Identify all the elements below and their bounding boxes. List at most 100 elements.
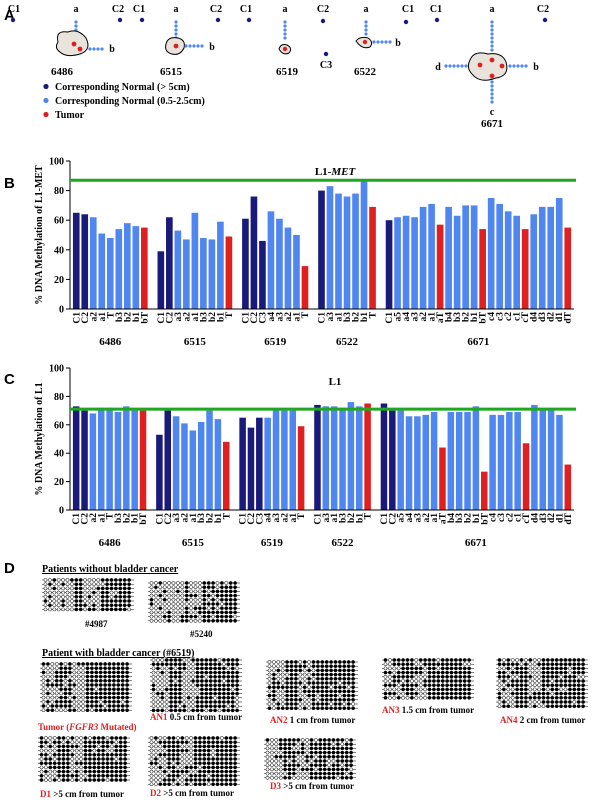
- cpg-site: [74, 761, 79, 766]
- cpg-site: [572, 700, 577, 704]
- legend-swatch: [43, 83, 49, 90]
- cpg-site: [510, 683, 515, 688]
- cpg-site: [90, 662, 94, 666]
- cpg-site: [105, 752, 110, 757]
- cpg-site: [568, 658, 572, 662]
- bar-6515-b2: [206, 410, 213, 510]
- cpg-site: [462, 674, 467, 679]
- cpg-site: [52, 748, 57, 753]
- cpg-site: [154, 614, 158, 619]
- cpg-site: [123, 744, 127, 749]
- cpg-site: [206, 757, 211, 761]
- sample-dot: [490, 20, 494, 24]
- x-tick-label: a4: [405, 513, 415, 523]
- bar-6671-b3: [453, 215, 461, 309]
- cpg-site: [215, 610, 220, 615]
- cpg-site: [43, 578, 48, 582]
- cpg-site: [92, 594, 96, 599]
- cpg-site: [61, 578, 65, 582]
- cpg-site: [340, 738, 345, 742]
- cpg-site: [44, 757, 48, 761]
- cpg-site: [224, 606, 229, 611]
- cpg-site: [436, 662, 441, 667]
- cpg-site: [59, 687, 63, 692]
- cpg-site: [184, 769, 189, 774]
- cpg-site: [151, 687, 156, 692]
- cpg-site: [169, 695, 173, 700]
- cpg-site: [454, 658, 458, 662]
- cpg-site: [193, 736, 198, 740]
- cpg-site: [191, 674, 195, 679]
- cpg-site: [164, 679, 169, 683]
- cpg-site: [292, 767, 296, 772]
- cpg-site: [550, 666, 555, 671]
- cpg-site: [292, 759, 296, 763]
- cpg-site: [224, 602, 229, 606]
- cpg-site: [427, 695, 432, 700]
- cpg-site: [171, 597, 176, 602]
- cpg-site: [202, 610, 207, 615]
- cpg-site: [76, 704, 81, 708]
- cpg-site: [338, 668, 342, 673]
- cpg-site: [222, 658, 226, 662]
- cpg-site: [289, 697, 294, 702]
- cpg-site: [519, 666, 524, 671]
- bar-6515-b3: [197, 421, 205, 510]
- cpg-site: [467, 683, 471, 688]
- cpg-site: [423, 687, 427, 692]
- cpg-site: [110, 736, 114, 740]
- cpg-site: [405, 691, 410, 696]
- bar-6519-C2: [250, 196, 258, 309]
- cpg-site: [198, 769, 202, 774]
- cpg-site: [98, 662, 103, 666]
- cpg-site: [467, 679, 471, 683]
- cpg-site: [440, 683, 445, 688]
- cpg-site: [581, 670, 585, 675]
- bar-6515-C2: [164, 410, 172, 510]
- cpg-site: [283, 746, 287, 751]
- cpg-site: [74, 736, 79, 740]
- cpg-site: [217, 679, 222, 683]
- cpg-site: [211, 589, 215, 594]
- cpg-site: [154, 782, 158, 787]
- cpg-site: [48, 603, 52, 608]
- cpg-site: [202, 614, 207, 619]
- cpg-site: [94, 691, 99, 696]
- cpg-site: [176, 757, 180, 761]
- cpg-site: [287, 742, 292, 747]
- cpg-site: [85, 683, 90, 687]
- cpg-site: [202, 782, 207, 787]
- cpg-site: [149, 618, 154, 623]
- bar-6671-c3: [497, 414, 505, 510]
- cpg-site: [235, 679, 239, 683]
- cpg-site: [211, 761, 215, 766]
- cpg-site: [158, 614, 163, 619]
- cpg-site: [320, 676, 325, 681]
- cpg-site: [103, 674, 107, 679]
- cpg-site: [66, 744, 70, 749]
- cpg-site: [392, 674, 397, 679]
- cpg-site: [559, 658, 563, 662]
- cpg-site: [206, 614, 211, 619]
- cpg-site: [79, 748, 83, 753]
- cpg-site: [182, 700, 187, 704]
- cpg-site: [519, 700, 524, 704]
- cpg-site: [120, 691, 125, 696]
- tumor-dot: [77, 46, 83, 52]
- sample-dot: [490, 36, 494, 40]
- cpg-site: [388, 687, 392, 692]
- cpg-site: [307, 697, 311, 702]
- sample-dot: [490, 40, 494, 44]
- cpg-site: [202, 761, 207, 766]
- cpg-site: [401, 674, 405, 679]
- cpg-site: [418, 662, 423, 667]
- cpg-site: [576, 662, 581, 667]
- cpg-site: [222, 704, 226, 709]
- cpg-site: [149, 740, 154, 745]
- cpg-site: [213, 700, 217, 704]
- cpg-site: [346, 660, 351, 664]
- cpg-site: [502, 691, 506, 696]
- x-tick-label: a3: [322, 513, 332, 523]
- cpg-site: [48, 599, 52, 603]
- sample-dot: [490, 92, 494, 96]
